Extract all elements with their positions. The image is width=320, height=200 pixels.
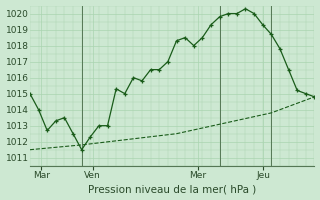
X-axis label: Pression niveau de la mer( hPa ): Pression niveau de la mer( hPa ) <box>88 184 256 194</box>
